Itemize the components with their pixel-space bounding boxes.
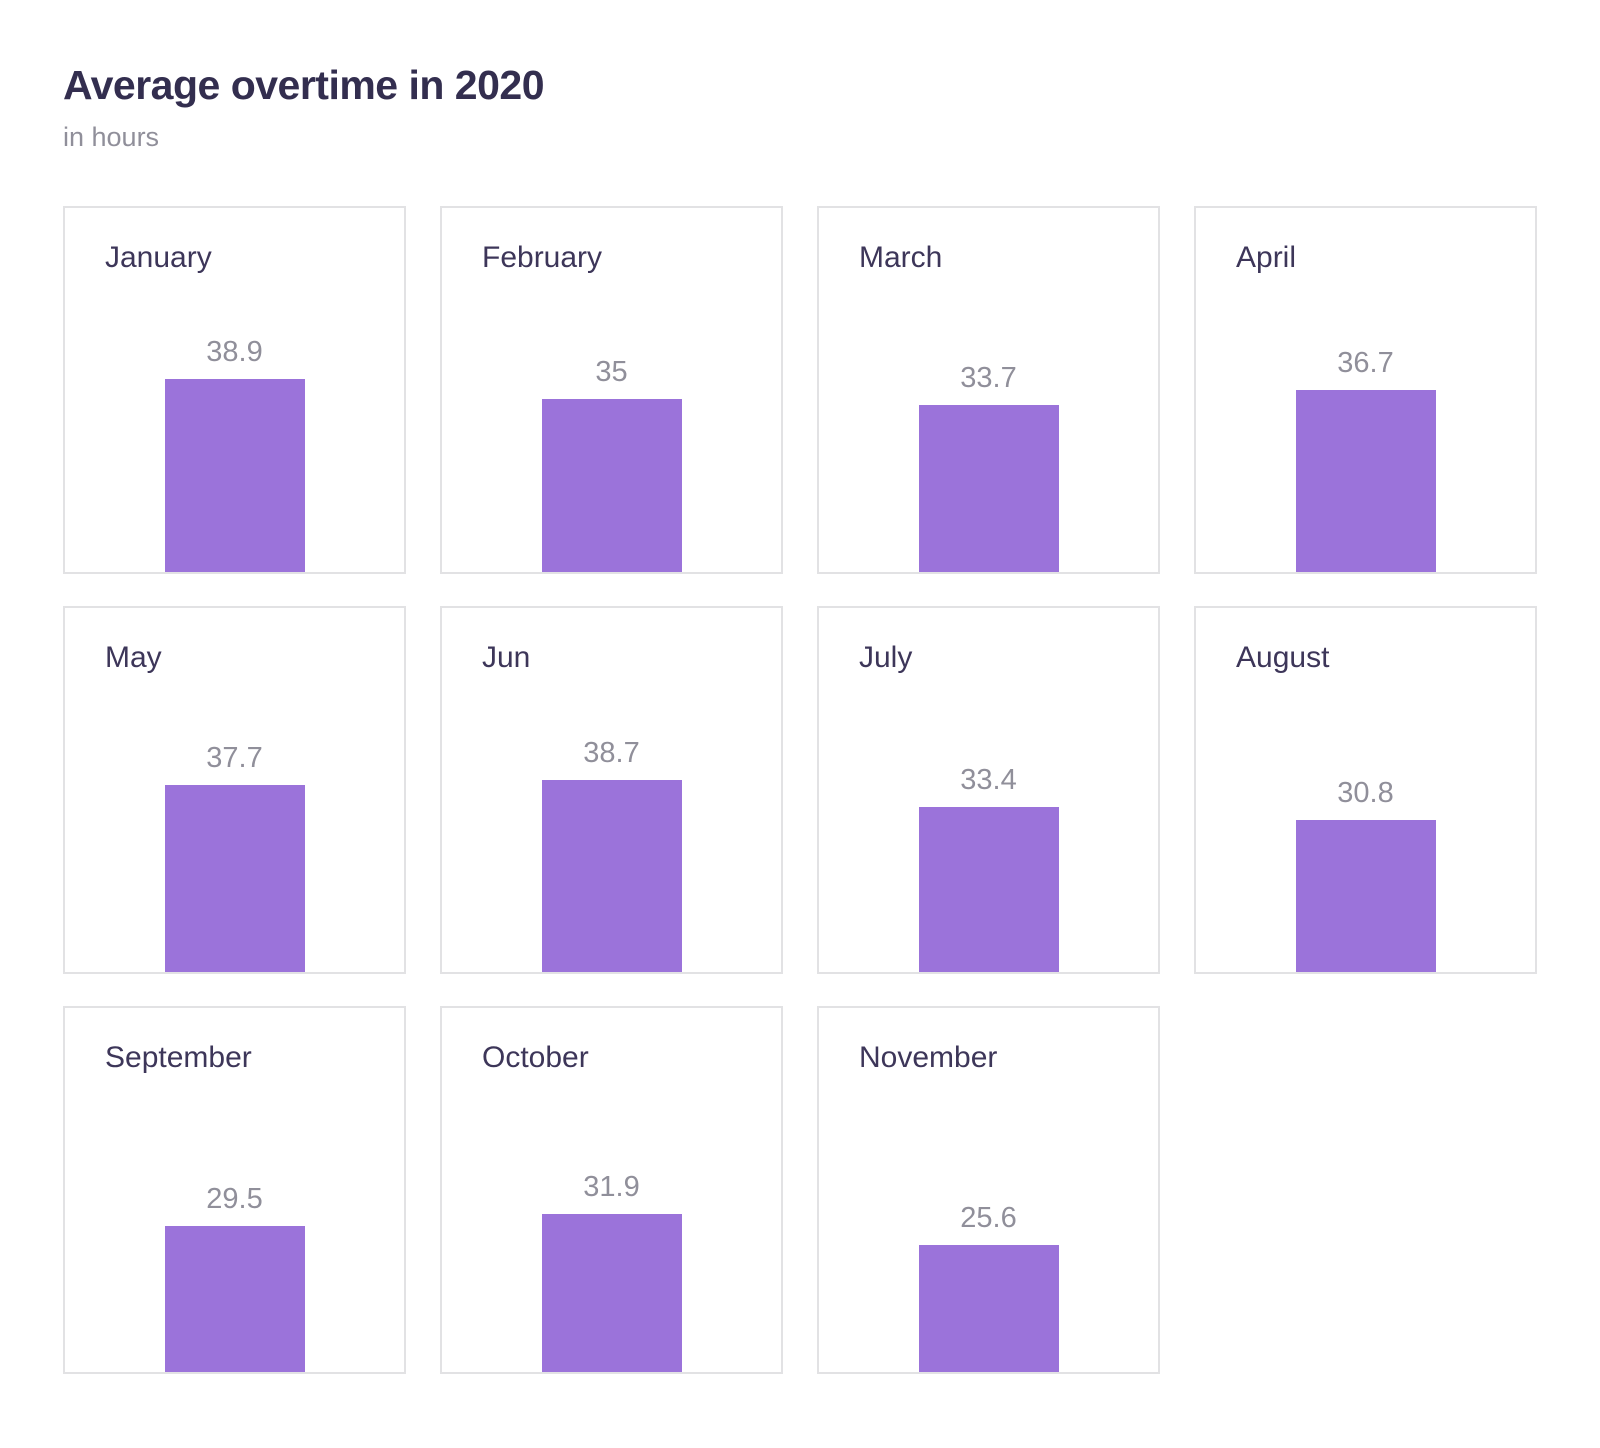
bar-value-label: 35 bbox=[595, 355, 628, 388]
page-subtitle: in hours bbox=[63, 122, 160, 153]
month-card-november: November 25.6 bbox=[817, 1005, 1160, 1374]
month-cards-grid: January 38.9 February 35 March 33.7 Apri… bbox=[63, 205, 1600, 1374]
bar-value-label: 36.7 bbox=[1337, 346, 1394, 379]
bar-group: 29.5 bbox=[65, 1182, 404, 1372]
month-label: Jun bbox=[482, 640, 531, 674]
bar-value-label: 38.9 bbox=[206, 335, 263, 368]
bar-value-label: 31.9 bbox=[583, 1170, 640, 1203]
bar-group: 33.4 bbox=[819, 763, 1158, 972]
month-label: October bbox=[482, 1040, 589, 1074]
bar-group: 38.9 bbox=[65, 335, 404, 572]
bar bbox=[164, 784, 305, 972]
bar bbox=[918, 806, 1059, 972]
month-label: July bbox=[859, 640, 913, 674]
month-card-may: May 37.7 bbox=[63, 605, 406, 974]
month-card-september: September 29.5 bbox=[63, 1005, 406, 1374]
bar bbox=[164, 1225, 305, 1372]
bar bbox=[918, 404, 1059, 572]
month-card-august: August 30.8 bbox=[1194, 605, 1537, 974]
bar bbox=[541, 398, 682, 572]
bar-group: 33.7 bbox=[819, 361, 1158, 572]
month-label: November bbox=[859, 1040, 998, 1074]
bar bbox=[1295, 389, 1436, 572]
bar-value-label: 38.7 bbox=[583, 736, 640, 769]
bar-group: 38.7 bbox=[442, 736, 781, 972]
month-card-jun: Jun 38.7 bbox=[440, 605, 783, 974]
month-label: April bbox=[1236, 240, 1297, 274]
month-card-february: February 35 bbox=[440, 205, 783, 574]
bar-value-label: 37.7 bbox=[206, 741, 263, 774]
bar-group: 25.6 bbox=[819, 1201, 1158, 1372]
month-label: March bbox=[859, 240, 943, 274]
bar-value-label: 30.8 bbox=[1337, 776, 1394, 809]
bar-group: 36.7 bbox=[1196, 346, 1535, 572]
bar-value-label: 29.5 bbox=[206, 1182, 263, 1215]
month-label: May bbox=[105, 640, 162, 674]
bar bbox=[918, 1244, 1059, 1372]
month-label: January bbox=[105, 240, 212, 274]
bar-group: 31.9 bbox=[442, 1170, 781, 1372]
bar-value-label: 25.6 bbox=[960, 1201, 1017, 1234]
bar-group: 35 bbox=[442, 355, 781, 572]
bar-group: 30.8 bbox=[1196, 776, 1535, 972]
bar bbox=[164, 378, 305, 572]
bar-value-label: 33.7 bbox=[960, 361, 1017, 394]
overtime-report-page: Average overtime in 2020 in hours Januar… bbox=[63, 62, 1600, 1374]
month-card-october: October 31.9 bbox=[440, 1005, 783, 1374]
bar-value-label: 33.4 bbox=[960, 763, 1017, 796]
month-card-january: January 38.9 bbox=[63, 205, 406, 574]
page-title: Average overtime in 2020 bbox=[63, 62, 545, 108]
month-card-april: April 36.7 bbox=[1194, 205, 1537, 574]
month-label: September bbox=[105, 1040, 252, 1074]
month-card-july: July 33.4 bbox=[817, 605, 1160, 974]
bar-group: 37.7 bbox=[65, 741, 404, 972]
bar bbox=[1295, 819, 1436, 972]
month-label: August bbox=[1236, 640, 1330, 674]
bar bbox=[541, 779, 682, 972]
month-card-march: March 33.7 bbox=[817, 205, 1160, 574]
month-label: February bbox=[482, 240, 603, 274]
bar bbox=[541, 1213, 682, 1372]
